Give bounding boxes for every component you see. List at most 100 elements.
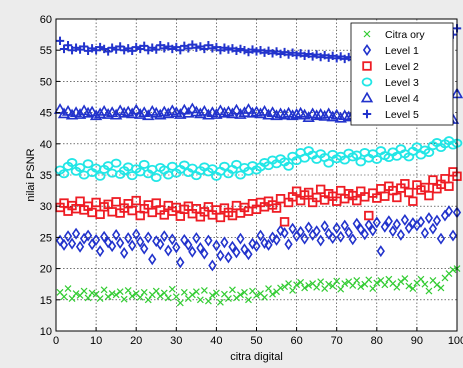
data-point bbox=[99, 230, 109, 243]
data-point bbox=[344, 226, 353, 239]
data-point bbox=[74, 163, 86, 173]
x-tick-label: 10 bbox=[90, 335, 102, 347]
data-point bbox=[131, 195, 141, 206]
data-point bbox=[416, 215, 426, 228]
data-point bbox=[85, 105, 99, 117]
x-tick-label: 60 bbox=[290, 335, 302, 347]
legend-marker bbox=[361, 77, 373, 87]
data-point bbox=[184, 238, 193, 251]
legend-marker bbox=[363, 30, 371, 38]
data-point bbox=[63, 230, 73, 243]
data-point bbox=[310, 109, 323, 121]
data-point bbox=[200, 287, 208, 294]
data-point bbox=[364, 210, 374, 221]
y-tick-label: 35 bbox=[40, 170, 52, 182]
data-point bbox=[192, 288, 200, 296]
data-point bbox=[94, 171, 106, 181]
data-point bbox=[104, 293, 112, 301]
data-point bbox=[55, 36, 65, 46]
data-point bbox=[357, 283, 365, 291]
data-point bbox=[348, 233, 357, 246]
legend-entry: Level 4 bbox=[385, 93, 419, 105]
data-point bbox=[236, 232, 245, 245]
data-point bbox=[168, 233, 177, 246]
data-point bbox=[68, 295, 76, 302]
data-point bbox=[444, 181, 454, 191]
data-point bbox=[400, 179, 410, 189]
data-point bbox=[312, 225, 321, 238]
data-point bbox=[266, 106, 279, 117]
data-point bbox=[148, 253, 157, 266]
data-point bbox=[248, 237, 257, 250]
data-point bbox=[404, 222, 414, 234]
data-point bbox=[270, 109, 283, 121]
data-point bbox=[436, 232, 446, 245]
data-point bbox=[126, 171, 138, 181]
data-point bbox=[380, 220, 389, 233]
data-point bbox=[340, 219, 349, 232]
data-point bbox=[80, 287, 88, 295]
data-point bbox=[168, 285, 176, 293]
data-point bbox=[224, 45, 233, 54]
data-point bbox=[424, 190, 434, 201]
data-point bbox=[136, 293, 144, 301]
data-point bbox=[154, 108, 167, 120]
data-point bbox=[192, 43, 201, 52]
data-point bbox=[256, 229, 265, 242]
data-point bbox=[252, 47, 261, 56]
legend-entry: Level 5 bbox=[385, 109, 419, 121]
data-point bbox=[420, 227, 430, 239]
legend-entry: Citra ory bbox=[385, 29, 425, 41]
data-point bbox=[432, 214, 442, 227]
data-point bbox=[286, 109, 299, 121]
data-point bbox=[290, 108, 303, 119]
data-point bbox=[289, 287, 297, 294]
y-tick-label: 15 bbox=[40, 295, 52, 307]
data-point bbox=[100, 286, 108, 294]
data-point bbox=[180, 288, 188, 296]
data-point bbox=[60, 293, 68, 301]
data-point bbox=[409, 285, 417, 292]
data-point bbox=[55, 234, 65, 247]
data-point bbox=[404, 187, 414, 198]
data-point bbox=[196, 296, 204, 304]
legend-box bbox=[350, 22, 454, 126]
data-point bbox=[144, 231, 153, 244]
data-point bbox=[83, 229, 93, 242]
data-point bbox=[63, 41, 73, 50]
legend-entry: Level 1 bbox=[385, 45, 419, 57]
data-point bbox=[162, 107, 175, 119]
series-level-1 bbox=[55, 205, 462, 272]
x-tick-label: 70 bbox=[331, 335, 343, 347]
data-point bbox=[304, 221, 313, 234]
x-tick-label: 0 bbox=[53, 335, 59, 347]
data-point bbox=[384, 215, 393, 228]
data-point bbox=[242, 103, 255, 114]
data-point bbox=[425, 287, 433, 295]
data-point bbox=[132, 228, 141, 241]
data-point bbox=[369, 285, 377, 292]
data-point bbox=[116, 288, 124, 296]
data-point bbox=[176, 46, 185, 55]
data-point bbox=[360, 228, 369, 241]
data-point bbox=[448, 229, 458, 242]
y-tick-label: 30 bbox=[40, 201, 52, 213]
data-point bbox=[322, 107, 335, 119]
data-point bbox=[110, 158, 122, 168]
data-point bbox=[138, 159, 150, 169]
data-point bbox=[341, 280, 349, 288]
legend-marker bbox=[360, 91, 374, 103]
data-point bbox=[233, 294, 240, 302]
data-point bbox=[364, 218, 373, 231]
data-point bbox=[101, 108, 115, 119]
data-point bbox=[253, 292, 260, 299]
data-point bbox=[269, 290, 276, 298]
data-point bbox=[120, 295, 128, 303]
data-point bbox=[220, 236, 229, 249]
data-point bbox=[349, 282, 357, 289]
data-point bbox=[241, 288, 248, 296]
legend-marker bbox=[362, 61, 372, 71]
data-point bbox=[75, 196, 85, 206]
y-tick-label: 25 bbox=[40, 232, 52, 244]
